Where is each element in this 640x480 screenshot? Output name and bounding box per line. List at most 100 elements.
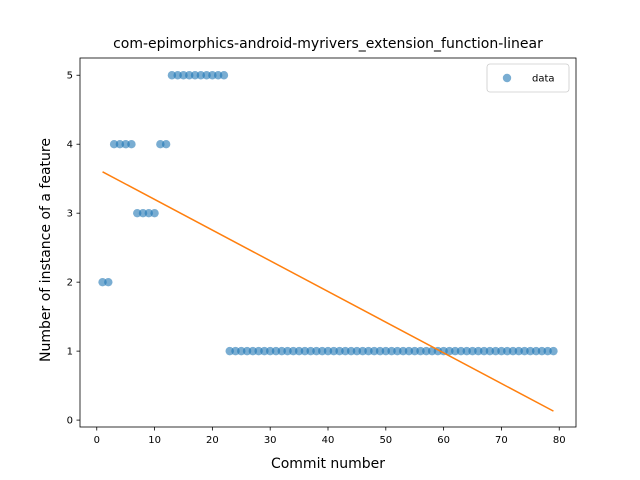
data-point	[242, 346, 252, 356]
legend-label: data	[532, 74, 555, 85]
data-point	[491, 346, 500, 356]
data-point	[358, 346, 367, 356]
y-axis-label: Number of instance of a feature	[38, 138, 54, 362]
data-point	[237, 346, 246, 356]
x-tick-label: 0	[94, 435, 100, 446]
data-point	[161, 140, 171, 149]
data-point	[179, 71, 188, 80]
data-point	[526, 346, 535, 356]
data-point	[208, 71, 217, 80]
data-point	[248, 346, 258, 356]
y-tick-label: 5	[67, 71, 73, 82]
data-point	[213, 71, 223, 80]
legend-box	[486, 63, 570, 93]
data-point	[231, 346, 240, 356]
data-point	[462, 346, 471, 356]
data-point	[427, 346, 437, 356]
data-point	[346, 346, 356, 356]
data-point	[450, 346, 460, 356]
data-point	[271, 346, 281, 356]
data-point	[520, 346, 529, 356]
data-point	[265, 346, 275, 356]
data-point	[202, 71, 211, 80]
data-point	[294, 346, 304, 356]
data-point	[318, 346, 327, 356]
data-point	[133, 208, 142, 218]
data-point	[104, 277, 113, 287]
data-point	[127, 140, 136, 149]
data-point	[341, 346, 350, 356]
data-point	[485, 346, 495, 356]
data-point	[468, 346, 477, 356]
data-point	[144, 208, 153, 218]
x-tick-label: 50	[379, 435, 392, 446]
legend-marker	[502, 73, 512, 83]
data-point	[514, 346, 523, 356]
data-point	[306, 346, 315, 356]
chart-title: com-epimorphics-android-myrivers_extensi…	[113, 36, 543, 52]
legend: data	[486, 63, 570, 93]
data-point	[277, 346, 286, 356]
data-point	[531, 346, 541, 356]
data-point	[393, 346, 402, 356]
data-point	[543, 346, 552, 356]
data-point	[387, 346, 396, 356]
data-point	[422, 346, 431, 356]
data-point	[289, 346, 298, 356]
data-point	[364, 346, 373, 356]
data-point	[398, 346, 408, 356]
x-tick-label: 30	[264, 435, 277, 446]
data-point	[190, 71, 200, 80]
data-point	[150, 208, 159, 218]
data-point	[375, 346, 385, 356]
data-point	[219, 71, 229, 80]
data-point	[549, 346, 558, 356]
data-point	[352, 346, 362, 356]
data-point	[225, 346, 234, 356]
data-point	[138, 208, 148, 218]
y-tick-label: 1	[67, 347, 73, 358]
data-point	[445, 346, 454, 356]
x-tick-label: 10	[148, 435, 161, 446]
data-point	[370, 346, 379, 356]
plot-area	[98, 71, 558, 412]
data-point	[98, 277, 107, 287]
data-point	[479, 346, 489, 356]
data-point	[109, 140, 119, 149]
x-tick-label: 60	[437, 435, 450, 446]
data-point	[474, 346, 483, 356]
data-point	[329, 346, 338, 356]
data-point	[503, 346, 512, 356]
data-point	[381, 346, 391, 356]
axes: 0 10 20 30 40 50 60 70 80 0 1 2 3 4 5	[67, 57, 577, 446]
data-point	[335, 346, 344, 356]
x-axis-label: Commit number	[271, 456, 385, 472]
data-point	[404, 346, 414, 356]
data-point	[254, 346, 263, 356]
data-point	[283, 346, 292, 356]
y-tick-label: 3	[67, 209, 73, 220]
data-point	[323, 346, 333, 356]
data-point	[456, 346, 466, 356]
data-point	[416, 346, 425, 356]
fit-line	[102, 171, 554, 412]
data-point	[410, 346, 419, 356]
data-point	[121, 140, 130, 149]
data-point	[156, 140, 165, 149]
data-point	[185, 71, 194, 80]
data-point	[167, 71, 177, 80]
data-point	[196, 71, 206, 80]
data-point	[537, 346, 547, 356]
x-tick-label: 20	[206, 435, 219, 446]
y-tick-label: 0	[67, 416, 73, 427]
data-point	[115, 140, 125, 149]
data-point	[497, 346, 506, 356]
data-point	[300, 346, 310, 356]
data-point	[508, 346, 518, 356]
data-point	[173, 71, 182, 80]
y-tick-label: 2	[67, 278, 73, 289]
y-tick-label: 4	[67, 140, 73, 151]
x-tick-label: 80	[553, 435, 566, 446]
data-point	[260, 346, 269, 356]
